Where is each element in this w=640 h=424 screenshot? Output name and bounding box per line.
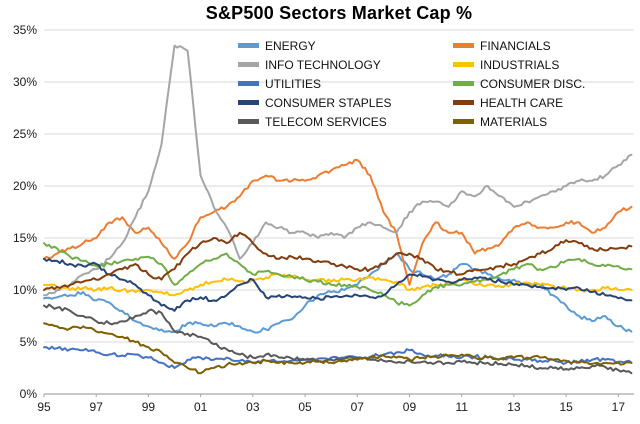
y-axis-tick-label: 25% — [13, 127, 37, 141]
legend-item-telecom-services: TELECOM SERVICES — [238, 113, 453, 130]
y-axis-tick-label: 0% — [20, 387, 38, 401]
legend-label-consumer-disc: CONSUMER DISC. — [480, 76, 586, 91]
series-line-consumer-staples — [43, 257, 633, 312]
legend-swatch-consumer-disc — [453, 81, 474, 86]
x-axis-tick-label: 07 — [351, 400, 365, 414]
x-axis-tick-label: 13 — [507, 400, 521, 414]
y-axis-tick-label: 35% — [13, 23, 37, 37]
legend-swatch-info-technology — [238, 62, 259, 67]
legend-label-materials: MATERIALS — [480, 114, 548, 129]
y-axis-tick-label: 30% — [13, 75, 37, 89]
x-axis-tick-label: 01 — [194, 400, 208, 414]
legend-label-utilities: UTILITIES — [265, 76, 322, 91]
y-axis-tick-label: 20% — [13, 179, 37, 193]
legend-item-consumer-disc: CONSUMER DISC. — [453, 75, 585, 92]
legend-item-health-care: HEALTH CARE — [453, 94, 585, 111]
x-axis-tick-label: 03 — [246, 400, 260, 414]
legend-swatch-utilities — [238, 81, 259, 86]
x-axis-tick-label: 99 — [142, 400, 156, 414]
legend-label-energy: ENERGY — [265, 38, 316, 53]
legend-swatch-health-care — [453, 100, 474, 105]
x-axis-tick-label: 15 — [559, 400, 573, 414]
legend-swatch-telecom-services — [238, 119, 259, 124]
legend-label-financials: FINANCIALS — [480, 38, 551, 53]
legend-swatch-financials — [453, 43, 474, 48]
legend-label-info-technology: INFO TECHNOLOGY — [265, 57, 381, 72]
series-line-telecom-services — [43, 303, 633, 375]
legend-item-materials: MATERIALS — [453, 113, 585, 130]
x-axis-tick-label: 95 — [37, 400, 51, 414]
legend-item-info-technology: INFO TECHNOLOGY — [238, 56, 453, 73]
series-line-materials — [43, 322, 633, 375]
legend-swatch-energy — [238, 43, 259, 48]
series-line-health-care — [43, 231, 633, 291]
x-axis-tick-label: 11 — [455, 400, 468, 414]
x-axis-tick-label: 05 — [298, 400, 312, 414]
x-axis-tick-label: 17 — [612, 400, 626, 414]
series-line-utilities — [43, 345, 633, 369]
x-axis-tick-label: 97 — [90, 400, 104, 414]
y-axis-tick-label: 5% — [20, 335, 38, 349]
legend-item-utilities: UTILITIES — [238, 75, 453, 92]
chart-title: S&P500 Sectors Market Cap % — [205, 3, 473, 23]
legend-label-consumer-staples: CONSUMER STAPLES — [265, 95, 392, 110]
y-axis-tick-label: 10% — [13, 283, 37, 297]
legend-label-health-care: HEALTH CARE — [480, 95, 564, 110]
series-line-consumer-disc — [43, 242, 633, 307]
chart-legend: ENERGY FINANCIALS INFO TECHNOLOGY INDUST… — [238, 37, 585, 130]
x-axis-tick-label: 09 — [403, 400, 417, 414]
legend-label-industrials: INDUSTRIALS — [480, 57, 560, 72]
legend-item-industrials: INDUSTRIALS — [453, 56, 585, 73]
legend-item-financials: FINANCIALS — [453, 37, 585, 54]
legend-item-consumer-staples: CONSUMER STAPLES — [238, 94, 453, 111]
legend-swatch-consumer-staples — [238, 100, 259, 105]
series-line-info-technology — [43, 44, 633, 297]
legend-label-telecom-services: TELECOM SERVICES — [265, 114, 387, 129]
legend-swatch-industrials — [453, 62, 474, 67]
legend-item-energy: ENERGY — [238, 37, 453, 54]
series-line-financials — [43, 158, 633, 286]
legend-swatch-materials — [453, 119, 474, 124]
y-axis-tick-label: 15% — [13, 231, 37, 245]
